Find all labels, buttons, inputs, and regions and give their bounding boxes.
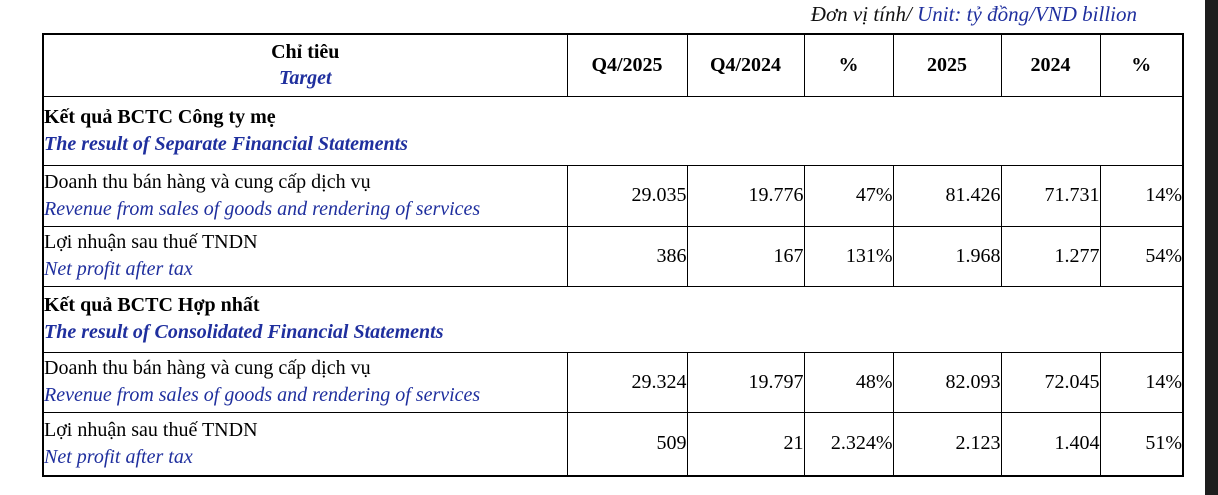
- section-cell-consolidated: Kết quả BCTC Hợp nhất The result of Cons…: [42, 285, 1184, 353]
- row-label-en: Revenue from sales of goods and renderin…: [44, 197, 481, 220]
- row-label-vi: Doanh thu bán hàng và cung cấp dịch vụ: [44, 170, 371, 193]
- value-q4-2025: 386: [566, 225, 688, 287]
- value-pct-year: 14%: [1099, 164, 1184, 227]
- unit-note: Đơn vị tính/ Unit: tỷ đồng/VND billion: [811, 2, 1137, 27]
- value-q4-2025: 509: [566, 411, 688, 477]
- section-label-en: The result of Consolidated Financial Sta…: [44, 321, 444, 343]
- value-2024: 1.277: [1000, 225, 1101, 287]
- value-q4-2024: 19.797: [686, 351, 805, 413]
- header-col-2024: 2024: [1000, 33, 1101, 97]
- table-header-row: Chỉ tiêu Target Q4/2025 Q4/2024 % 2025 2…: [42, 33, 1184, 97]
- value-2025: 1.968: [892, 225, 1002, 287]
- data-row-consolidated-net-profit: Lợi nhuận sau thuế TNDN Net profit after…: [42, 411, 1184, 477]
- value-pct-year: 51%: [1099, 411, 1184, 477]
- value-pct-quarter: 2.324%: [803, 411, 894, 477]
- dark-edge-bar: [1205, 0, 1218, 495]
- value-pct-quarter: 131%: [803, 225, 894, 287]
- row-label-cell: Lợi nhuận sau thuế TNDN Net profit after…: [42, 411, 568, 477]
- value-pct-quarter: 48%: [803, 351, 894, 413]
- value-pct-quarter: 47%: [803, 164, 894, 227]
- value-q4-2024: 21: [686, 411, 805, 477]
- section-label-vi: Kết quả BCTC Hợp nhất: [44, 294, 260, 316]
- data-row-consolidated-revenue: Doanh thu bán hàng và cung cấp dịch vụ R…: [42, 351, 1184, 413]
- row-label-cell: Doanh thu bán hàng và cung cấp dịch vụ R…: [42, 164, 568, 227]
- value-2025: 82.093: [892, 351, 1002, 413]
- header-col-pct-quarter: %: [803, 33, 894, 97]
- header-col-q4-2024: Q4/2024: [686, 33, 805, 97]
- value-q4-2025: 29.035: [566, 164, 688, 227]
- value-pct-year: 54%: [1099, 225, 1184, 287]
- unit-note-label-vi: Đơn vị tính/: [810, 2, 912, 26]
- section-cell-separate: Kết quả BCTC Công ty mẹ The result of Se…: [42, 95, 1184, 166]
- value-2024: 1.404: [1000, 411, 1101, 477]
- value-2024: 71.731: [1000, 164, 1101, 227]
- row-label-en: Net profit after tax: [44, 445, 193, 468]
- financial-results-table: Chỉ tiêu Target Q4/2025 Q4/2024 % 2025 2…: [42, 33, 1184, 477]
- data-row-separate-revenue: Doanh thu bán hàng và cung cấp dịch vụ R…: [42, 164, 1184, 227]
- header-col-pct-year: %: [1099, 33, 1184, 97]
- header-target-cell: Chỉ tiêu Target: [42, 33, 568, 97]
- row-label-vi: Lợi nhuận sau thuế TNDN: [44, 418, 258, 441]
- unit-note-label-en: Unit: tỷ đồng/VND billion: [917, 2, 1137, 26]
- header-target-label-en: Target: [278, 67, 332, 90]
- value-2025: 2.123: [892, 411, 1002, 477]
- section-label-vi: Kết quả BCTC Công ty mẹ: [44, 105, 276, 128]
- header-target-label-vi: Chỉ tiêu: [271, 41, 340, 64]
- value-pct-year: 14%: [1099, 351, 1184, 413]
- data-row-separate-net-profit: Lợi nhuận sau thuế TNDN Net profit after…: [42, 225, 1184, 287]
- value-2024: 72.045: [1000, 351, 1101, 413]
- row-label-en: Revenue from sales of goods and renderin…: [44, 384, 481, 406]
- header-col-2025: 2025: [892, 33, 1002, 97]
- section-row-separate: Kết quả BCTC Công ty mẹ The result of Se…: [42, 95, 1184, 166]
- section-row-consolidated: Kết quả BCTC Hợp nhất The result of Cons…: [42, 285, 1184, 353]
- value-q4-2024: 167: [686, 225, 805, 287]
- section-label-en: The result of Separate Financial Stateme…: [44, 132, 408, 155]
- header-col-q4-2025: Q4/2025: [566, 33, 688, 97]
- row-label-en: Net profit after tax: [44, 258, 193, 280]
- value-q4-2025: 29.324: [566, 351, 688, 413]
- row-label-cell: Doanh thu bán hàng và cung cấp dịch vụ R…: [42, 351, 568, 413]
- value-q4-2024: 19.776: [686, 164, 805, 227]
- row-label-cell: Lợi nhuận sau thuế TNDN Net profit after…: [42, 225, 568, 287]
- row-label-vi: Lợi nhuận sau thuế TNDN: [44, 231, 258, 253]
- row-label-vi: Doanh thu bán hàng và cung cấp dịch vụ: [44, 357, 371, 379]
- value-2025: 81.426: [892, 164, 1002, 227]
